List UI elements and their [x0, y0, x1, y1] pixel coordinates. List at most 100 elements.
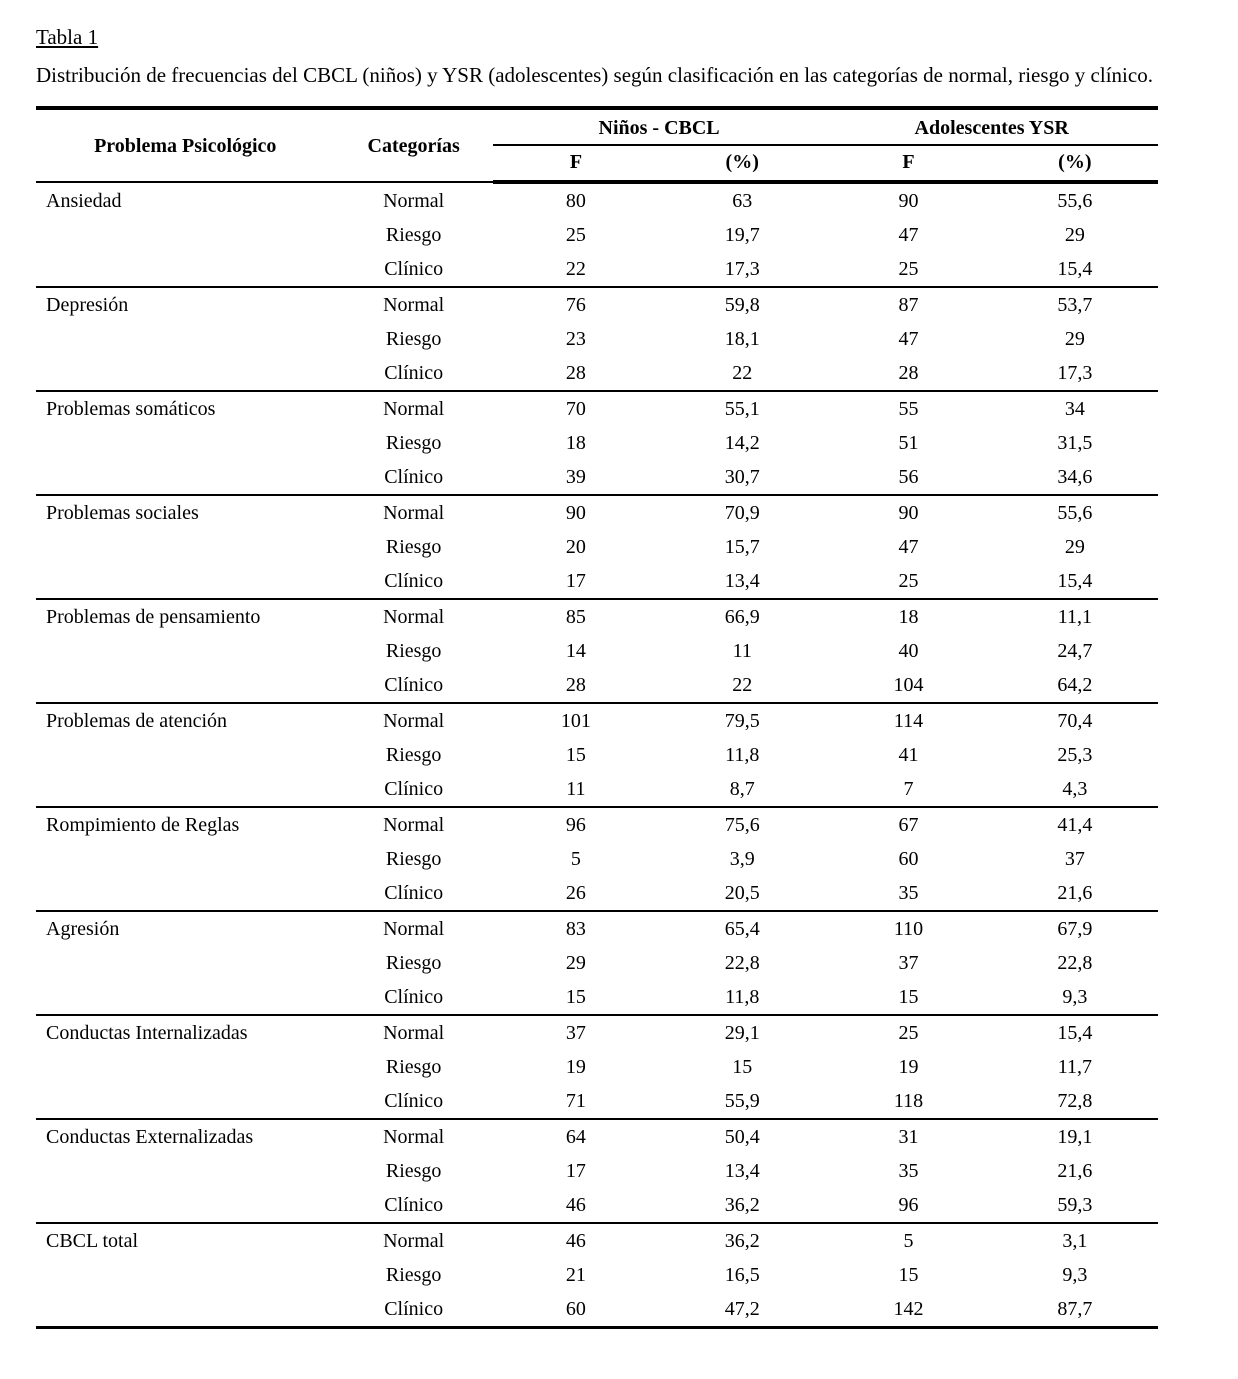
ysr-pct-cell: 11,7: [1057, 1056, 1092, 1078]
ysr-pct-cell: 3,1: [991, 1222, 1158, 1258]
problem-cell: Depresión: [36, 286, 335, 322]
problem-cell: [36, 1292, 335, 1328]
problem-cell: Agresión: [36, 910, 335, 946]
problem-cell: Conductas Internalizadas: [36, 1014, 335, 1050]
problem-cell: [36, 218, 335, 252]
category-cell: Clínico: [384, 986, 444, 1008]
problem-cell: Problemas somáticos: [36, 390, 335, 426]
table-row: Clínico 15 11,8 15 9,3: [36, 980, 1158, 1015]
ysr-f-cell: 118: [893, 1090, 924, 1112]
header-ysr-f: F: [825, 145, 992, 184]
cbcl-f-cell: 15: [565, 986, 586, 1008]
cbcl-pct-cell: 55,1: [659, 390, 826, 426]
category-cell: Clínico: [384, 570, 444, 592]
cbcl-pct-cell: 75,6: [659, 806, 826, 842]
ysr-pct-cell: 9,3: [1062, 986, 1088, 1008]
header-group-cbcl: Niños - CBCL: [492, 108, 826, 146]
problem-cell: [36, 738, 335, 772]
problem-cell: [36, 1154, 335, 1188]
problem-cell: [36, 1188, 335, 1223]
problem-cell: [36, 426, 335, 460]
problem-cell: [36, 322, 335, 356]
ysr-f-cell: 104: [893, 674, 924, 696]
ysr-f-cell: 25: [825, 1014, 992, 1050]
cbcl-pct-cell: 55,9: [724, 1090, 760, 1112]
table-row: Conductas Externalizadas Normal 64 50,4 31 19…: [36, 1118, 1158, 1154]
table-row: Riesgo 15 11,8 41 25,3: [36, 738, 1158, 772]
table-row: Clínico 17 13,4 25 15,4: [36, 564, 1158, 599]
category-cell: Clínico: [384, 674, 444, 696]
category-cell: Normal: [334, 1222, 493, 1258]
ysr-f-cell: 18: [825, 598, 992, 634]
cbcl-f-cell: 80: [492, 181, 660, 218]
ysr-f-cell: 25: [898, 570, 919, 592]
cbcl-pct-cell: 18,1: [724, 328, 760, 350]
table-row: Riesgo 14 11 40 24,7: [36, 634, 1158, 668]
cbcl-pct-cell: 36,2: [659, 1222, 826, 1258]
ysr-pct-cell: 21,6: [1057, 1160, 1093, 1182]
cbcl-f-cell: 83: [492, 910, 660, 946]
cbcl-pct-cell: 65,4: [659, 910, 826, 946]
problem-cell: [36, 356, 335, 391]
ysr-pct-cell: 29: [1064, 224, 1085, 246]
table-row: CBCL total Normal 46 36,2 5 3,1: [36, 1222, 1158, 1258]
ysr-f-cell: 90: [825, 494, 992, 530]
problem-cell: [36, 980, 335, 1015]
table-body: Ansiedad Normal 80 63 90 55,6 Riesgo 25 19,7 47 29…: [36, 181, 1158, 1328]
problem-cell: [36, 772, 335, 807]
table-row: Clínico 60 47,2 142 87,7: [36, 1292, 1158, 1328]
ysr-pct-cell: 41,4: [991, 806, 1158, 842]
problem-cell: Conductas Externalizadas: [36, 1118, 335, 1154]
ysr-f-cell: 47: [898, 328, 919, 350]
cbcl-f-cell: 28: [565, 674, 586, 696]
cbcl-f-cell: 14: [565, 640, 586, 662]
ysr-f-cell: 40: [898, 640, 919, 662]
header-problem: Problema Psicológico: [94, 134, 277, 157]
problem-cell: Problemas de atención: [36, 702, 335, 738]
category-cell: Clínico: [384, 362, 444, 384]
cbcl-pct-cell: 70,9: [659, 494, 826, 530]
table-row: Clínico 11 8,7 7 4,3: [36, 772, 1158, 807]
table-row: Riesgo 29 22,8 37 22,8: [36, 946, 1158, 980]
category-cell: Riesgo: [385, 1160, 442, 1182]
category-cell: Riesgo: [385, 328, 442, 350]
problem-cell: [36, 946, 335, 980]
table-row: Clínico 22 17,3 25 15,4: [36, 252, 1158, 287]
header-row-measures: F (%) F (%): [36, 145, 1158, 184]
cbcl-f-cell: 5: [570, 848, 581, 870]
cbcl-f-cell: 71: [565, 1090, 586, 1112]
ysr-f-cell: 56: [898, 466, 919, 488]
cbcl-pct-cell: 63: [659, 181, 826, 218]
ysr-pct-cell: 11,1: [991, 598, 1158, 634]
ysr-pct-cell: 55,6: [991, 181, 1158, 218]
problem-cell: [36, 530, 335, 564]
cbcl-f-cell: 76: [492, 286, 660, 322]
ysr-f-cell: 51: [898, 432, 919, 454]
ysr-f-cell: 90: [825, 181, 992, 218]
cbcl-f-cell: 37: [492, 1014, 660, 1050]
category-cell: Clínico: [384, 258, 444, 280]
cbcl-f-cell: 18: [565, 432, 586, 454]
cbcl-pct-cell: 59,8: [659, 286, 826, 322]
category-cell: Clínico: [384, 882, 444, 904]
frequency-table: Problema Psicológico Categorías Niños - …: [36, 106, 1158, 1329]
header-cbcl-f: F: [492, 145, 660, 184]
cbcl-pct-cell: 16,5: [724, 1264, 760, 1286]
ysr-f-cell: 47: [898, 536, 919, 558]
problem-cell: [36, 460, 335, 495]
category-cell: Riesgo: [385, 536, 442, 558]
problem-cell: [36, 564, 335, 599]
ysr-pct-cell: 24,7: [1057, 640, 1093, 662]
category-cell: Riesgo: [385, 432, 442, 454]
table-row: Riesgo 21 16,5 15 9,3: [36, 1258, 1158, 1292]
ysr-pct-cell: 67,9: [991, 910, 1158, 946]
header-cbcl-pct: (%): [659, 145, 826, 184]
ysr-f-cell: 28: [898, 362, 919, 384]
ysr-f-cell: 41: [898, 744, 919, 766]
table-row: Clínico 46 36,2 96 59,3: [36, 1188, 1158, 1223]
category-cell: Clínico: [384, 1298, 444, 1320]
cbcl-f-cell: 19: [565, 1056, 586, 1078]
table-row: Clínico 26 20,5 35 21,6: [36, 876, 1158, 911]
problem-cell: [36, 1258, 335, 1292]
cbcl-pct-cell: 17,3: [724, 258, 760, 280]
